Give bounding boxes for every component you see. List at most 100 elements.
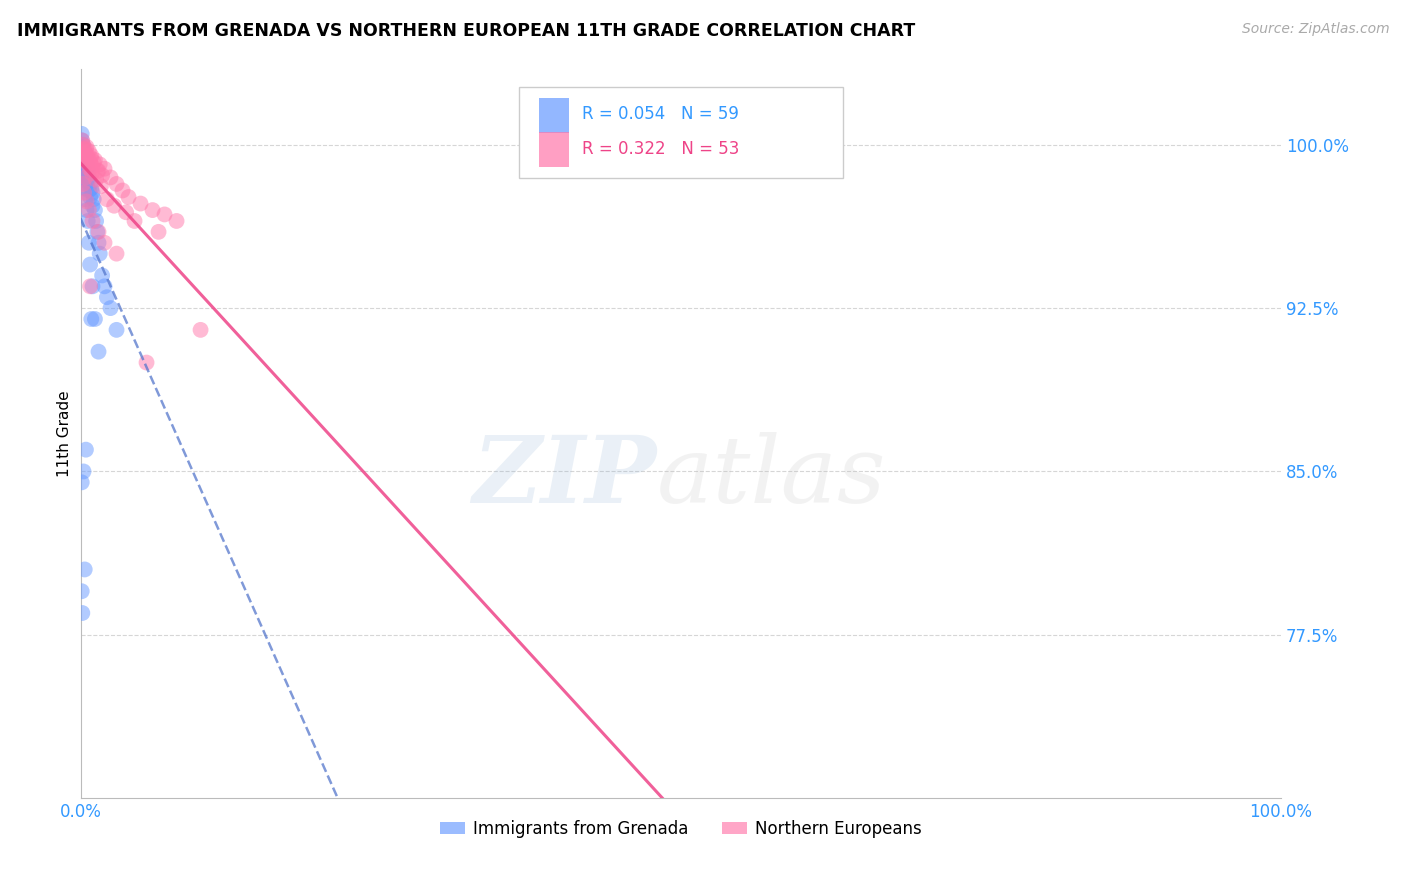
Point: [77, 184, 100, 198]
Point: [93, 235, 115, 250]
Point: [73, 153, 96, 167]
Text: atlas: atlas: [657, 432, 886, 522]
Point: [166, 214, 188, 228]
Point: [79, 161, 101, 176]
Point: [135, 355, 157, 369]
Y-axis label: 11th Grade: 11th Grade: [58, 390, 72, 476]
Point: [82, 199, 104, 213]
Point: [103, 199, 125, 213]
Bar: [538, 98, 569, 133]
Point: [141, 203, 163, 218]
Point: [86, 164, 108, 178]
Point: [73, 142, 96, 156]
Point: [70, 584, 93, 599]
Point: [76, 175, 98, 189]
Point: [80, 151, 103, 165]
Point: [148, 225, 170, 239]
Point: [73, 562, 96, 576]
Point: [87, 225, 110, 239]
Point: [90, 179, 112, 194]
Point: [72, 137, 94, 152]
Point: [70, 148, 93, 162]
Point: [82, 214, 104, 228]
Point: [75, 146, 97, 161]
Point: [87, 344, 110, 359]
Point: [82, 186, 104, 200]
Point: [77, 235, 100, 250]
Point: [124, 214, 146, 228]
Point: [76, 148, 98, 162]
Text: IMMIGRANTS FROM GRENADA VS NORTHERN EUROPEAN 11TH GRADE CORRELATION CHART: IMMIGRANTS FROM GRENADA VS NORTHERN EURO…: [17, 22, 915, 40]
Point: [70, 127, 93, 141]
Point: [79, 279, 101, 293]
Point: [76, 194, 98, 209]
Point: [70, 142, 93, 156]
Point: [72, 465, 94, 479]
Point: [70, 153, 93, 167]
Text: R = 0.054   N = 59: R = 0.054 N = 59: [582, 105, 740, 123]
Point: [86, 225, 108, 239]
Point: [190, 323, 212, 337]
Point: [75, 142, 97, 156]
Point: [70, 157, 93, 171]
Point: [76, 140, 98, 154]
Point: [84, 214, 107, 228]
Point: [76, 166, 98, 180]
Point: [72, 172, 94, 186]
Point: [75, 151, 97, 165]
Point: [82, 160, 104, 174]
Point: [73, 170, 96, 185]
Point: [89, 157, 111, 171]
Point: [96, 192, 118, 206]
Point: [70, 140, 93, 154]
Point: [73, 186, 96, 200]
Point: [77, 157, 100, 171]
Point: [89, 246, 111, 260]
Point: [105, 246, 128, 260]
Point: [80, 181, 103, 195]
Point: [79, 190, 101, 204]
Point: [84, 153, 107, 167]
Point: [75, 168, 97, 182]
Point: [83, 155, 105, 169]
Text: Source: ZipAtlas.com: Source: ZipAtlas.com: [1241, 22, 1389, 37]
Point: [105, 323, 128, 337]
Legend: Immigrants from Grenada, Northern Europeans: Immigrants from Grenada, Northern Europe…: [433, 814, 928, 845]
Point: [73, 155, 96, 169]
Point: [72, 145, 94, 159]
Point: [75, 442, 97, 457]
Point: [129, 196, 152, 211]
Point: [76, 151, 98, 165]
Point: [79, 155, 101, 169]
Point: [72, 137, 94, 152]
Point: [91, 168, 114, 182]
Point: [80, 312, 103, 326]
Point: [75, 170, 97, 185]
Point: [96, 290, 118, 304]
FancyBboxPatch shape: [519, 87, 842, 178]
Point: [153, 207, 176, 221]
Point: [73, 161, 96, 176]
Text: ZIP: ZIP: [472, 432, 657, 522]
Point: [111, 184, 134, 198]
Point: [100, 170, 122, 185]
Point: [93, 161, 115, 176]
Point: [84, 203, 107, 218]
Point: [76, 177, 98, 191]
Point: [73, 146, 96, 161]
Point: [115, 205, 138, 219]
Point: [80, 148, 103, 162]
Point: [91, 268, 114, 283]
Point: [82, 279, 104, 293]
Point: [100, 301, 122, 315]
Point: [105, 177, 128, 191]
Point: [75, 160, 97, 174]
Point: [76, 203, 98, 218]
Point: [93, 279, 115, 293]
Point: [76, 157, 98, 171]
Point: [76, 164, 98, 178]
Point: [84, 172, 107, 186]
Point: [73, 181, 96, 195]
Point: [84, 312, 107, 326]
Point: [117, 190, 139, 204]
